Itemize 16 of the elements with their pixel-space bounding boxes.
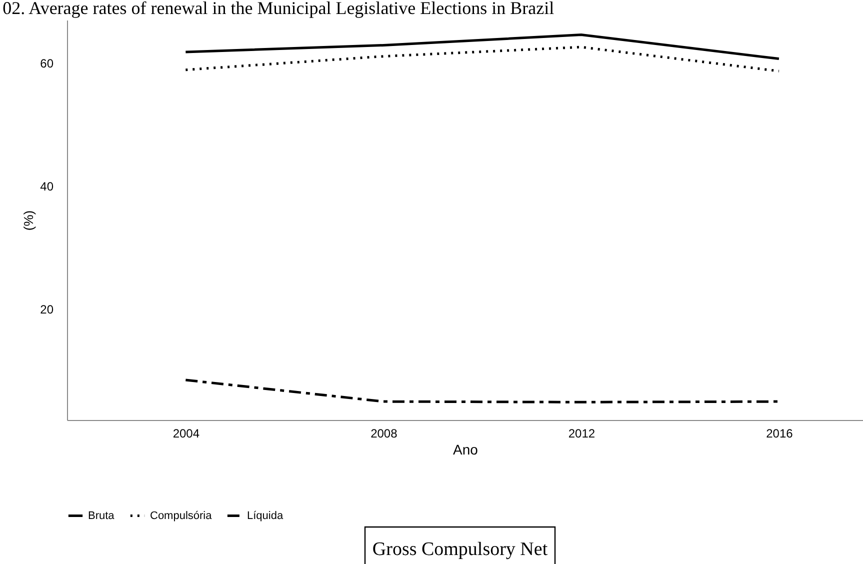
y-tick-label: 40: [40, 180, 54, 194]
x-tick-label: 2012: [568, 426, 596, 440]
x-tick-label: 2008: [370, 426, 398, 440]
chart-title: 02. Average rates of renewal in the Municipal Legislative Elections in Brazil: [2, 0, 554, 18]
x-tick-label: 2004: [172, 426, 200, 440]
line-series: [184, 46, 780, 72]
y-tick-label: 20: [40, 302, 54, 317]
x-axis-title: Ano: [453, 442, 478, 458]
y-tick-label: 60: [40, 56, 54, 71]
line-series: [184, 34, 780, 60]
legend-label: Compulsória: [150, 510, 213, 522]
text: Gross Compulsory Net: [372, 539, 548, 560]
legend-label: Bruta: [88, 510, 116, 522]
legend-label: Líquida: [247, 510, 284, 522]
x-tick-label: 2016: [766, 426, 794, 440]
y-axis-title: (%): [21, 210, 36, 231]
